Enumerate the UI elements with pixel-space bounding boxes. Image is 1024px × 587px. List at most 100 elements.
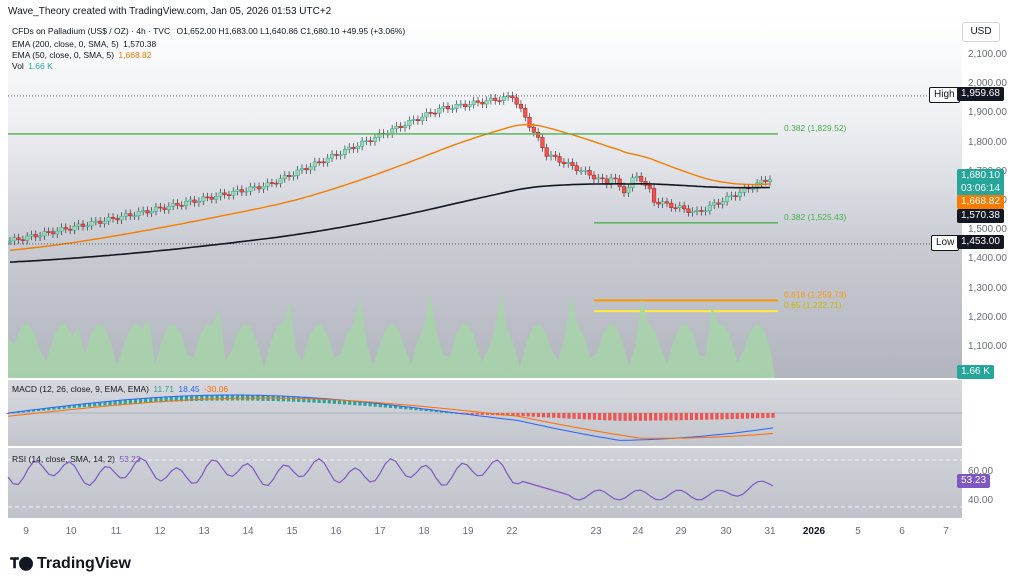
macd-bar — [628, 413, 632, 421]
macd-bar — [307, 397, 311, 403]
candle-body — [583, 170, 588, 172]
price-axis[interactable] — [962, 20, 1024, 518]
candle-body — [566, 162, 571, 165]
macd-bar — [37, 409, 41, 412]
macd-bar — [429, 409, 433, 412]
ema200-price-tag: 1,570.38 — [957, 209, 1004, 223]
price-tick: 1,500.00 — [968, 224, 1007, 236]
time-tick: 29 — [675, 526, 687, 537]
candle-body — [617, 178, 622, 187]
legend-volume[interactable]: Vol 1.66 K — [12, 61, 53, 72]
macd-bar — [215, 395, 219, 401]
legend-symbol[interactable]: CFDs on Palladium (US$ / OZ) · 4h · TVC … — [12, 26, 405, 37]
candle-body — [703, 210, 708, 212]
candle-body — [587, 170, 592, 176]
macd-bar — [399, 406, 403, 409]
candle-body — [660, 201, 665, 205]
candle-body — [166, 206, 171, 210]
macd-bar — [31, 409, 36, 412]
candle-body — [188, 199, 193, 202]
candle-body — [29, 234, 34, 237]
candle-body — [377, 133, 382, 138]
tradingview-logo[interactable]: 𝐓⬤ TradingView — [10, 555, 131, 573]
candle-body — [420, 116, 425, 121]
candle-body — [304, 168, 309, 171]
candle-body — [720, 201, 725, 205]
candle-body — [7, 240, 13, 243]
candle-body — [12, 237, 17, 242]
rsi-line — [7, 457, 774, 501]
legend-ema200[interactable]: EMA (200, close, 0, SMA, 5) 1,570.38 — [12, 39, 156, 50]
macd-bar — [485, 413, 489, 415]
candle-body — [428, 112, 433, 114]
macd-bar — [57, 406, 61, 410]
macd-bar — [547, 413, 551, 418]
macd-bar — [526, 413, 530, 417]
macd-bar — [450, 412, 454, 414]
macd-bar — [11, 412, 15, 414]
candle-body — [132, 215, 137, 218]
macd-bar — [394, 405, 398, 409]
tv-logo-icon: 𝐓⬤ — [10, 555, 34, 571]
symbol-label: CFDs on Palladium (US$ / OZ) · 4h · TVC — [12, 26, 171, 36]
candle-body — [767, 179, 773, 182]
macd-bar — [516, 413, 520, 416]
macd-bar — [297, 396, 301, 402]
candle-body — [527, 117, 532, 128]
macd-bar — [332, 399, 336, 404]
candle-body — [33, 234, 38, 238]
candle-body — [274, 182, 279, 185]
macd-bar — [577, 413, 581, 420]
fib-label: 0.65 (1,222.71) — [784, 300, 842, 310]
macd-bar — [225, 395, 229, 401]
candle-body — [46, 231, 51, 233]
low-value-tag: 1,453.00 — [957, 235, 1004, 249]
price-pane[interactable] — [8, 20, 962, 378]
candle-body — [179, 205, 184, 207]
time-tick: 5 — [855, 526, 861, 537]
rsi-tag: 53.23 — [957, 474, 991, 488]
time-tick: 11 — [110, 526, 122, 537]
candle-body — [480, 102, 485, 105]
high-tag: High — [929, 87, 960, 103]
macd-bar — [358, 401, 362, 406]
candle-body — [579, 170, 584, 173]
candle-body — [402, 125, 408, 128]
ohlc-values: O1,652.00 H1,683.00 L1,640.86 C1,680.10 … — [176, 26, 406, 36]
candle-body — [725, 195, 730, 202]
candle-body — [261, 186, 266, 190]
macd-bar — [281, 396, 285, 402]
macd-bar — [21, 411, 25, 413]
legend-macd[interactable]: MACD (12, 26, close, 9, EMA, EMA) 11.71 … — [12, 384, 228, 395]
macd-bar — [613, 413, 617, 421]
macd-bar — [771, 413, 775, 418]
candle-body — [523, 108, 528, 118]
candle-body — [38, 235, 43, 238]
candle-body — [20, 239, 25, 241]
macd-bar — [694, 413, 699, 420]
macd-bar — [536, 413, 540, 417]
candle-body — [342, 149, 347, 155]
rsi-tick: 60.00 — [968, 466, 994, 477]
macd-bar — [88, 403, 92, 407]
macd-signal-value: -30.06 — [204, 384, 229, 394]
macd-bar — [118, 400, 122, 405]
legend-rsi[interactable]: RSI (14, close, SMA, 14, 2) 53.23 — [12, 454, 141, 465]
candle-body — [214, 196, 219, 200]
macd-bar — [373, 403, 377, 407]
vol-value: 1.66 K — [28, 61, 53, 71]
candle-body — [321, 161, 326, 164]
macd-bar — [562, 413, 566, 419]
macd-bar — [149, 397, 153, 403]
candle-body — [729, 195, 734, 197]
currency-button[interactable]: USD — [962, 22, 1000, 42]
candle-body — [531, 127, 536, 133]
volume-area — [8, 293, 775, 378]
macd-bar — [108, 401, 112, 406]
last-price-tag: 1,680.10 — [957, 169, 1004, 183]
candle-body — [351, 146, 356, 150]
time-tick: 16 — [330, 526, 342, 537]
legend-ema50[interactable]: EMA (50, close, 0, SMA, 5) 1,668.82 — [12, 50, 152, 61]
candle-body — [325, 157, 330, 163]
candle-body — [59, 227, 64, 232]
